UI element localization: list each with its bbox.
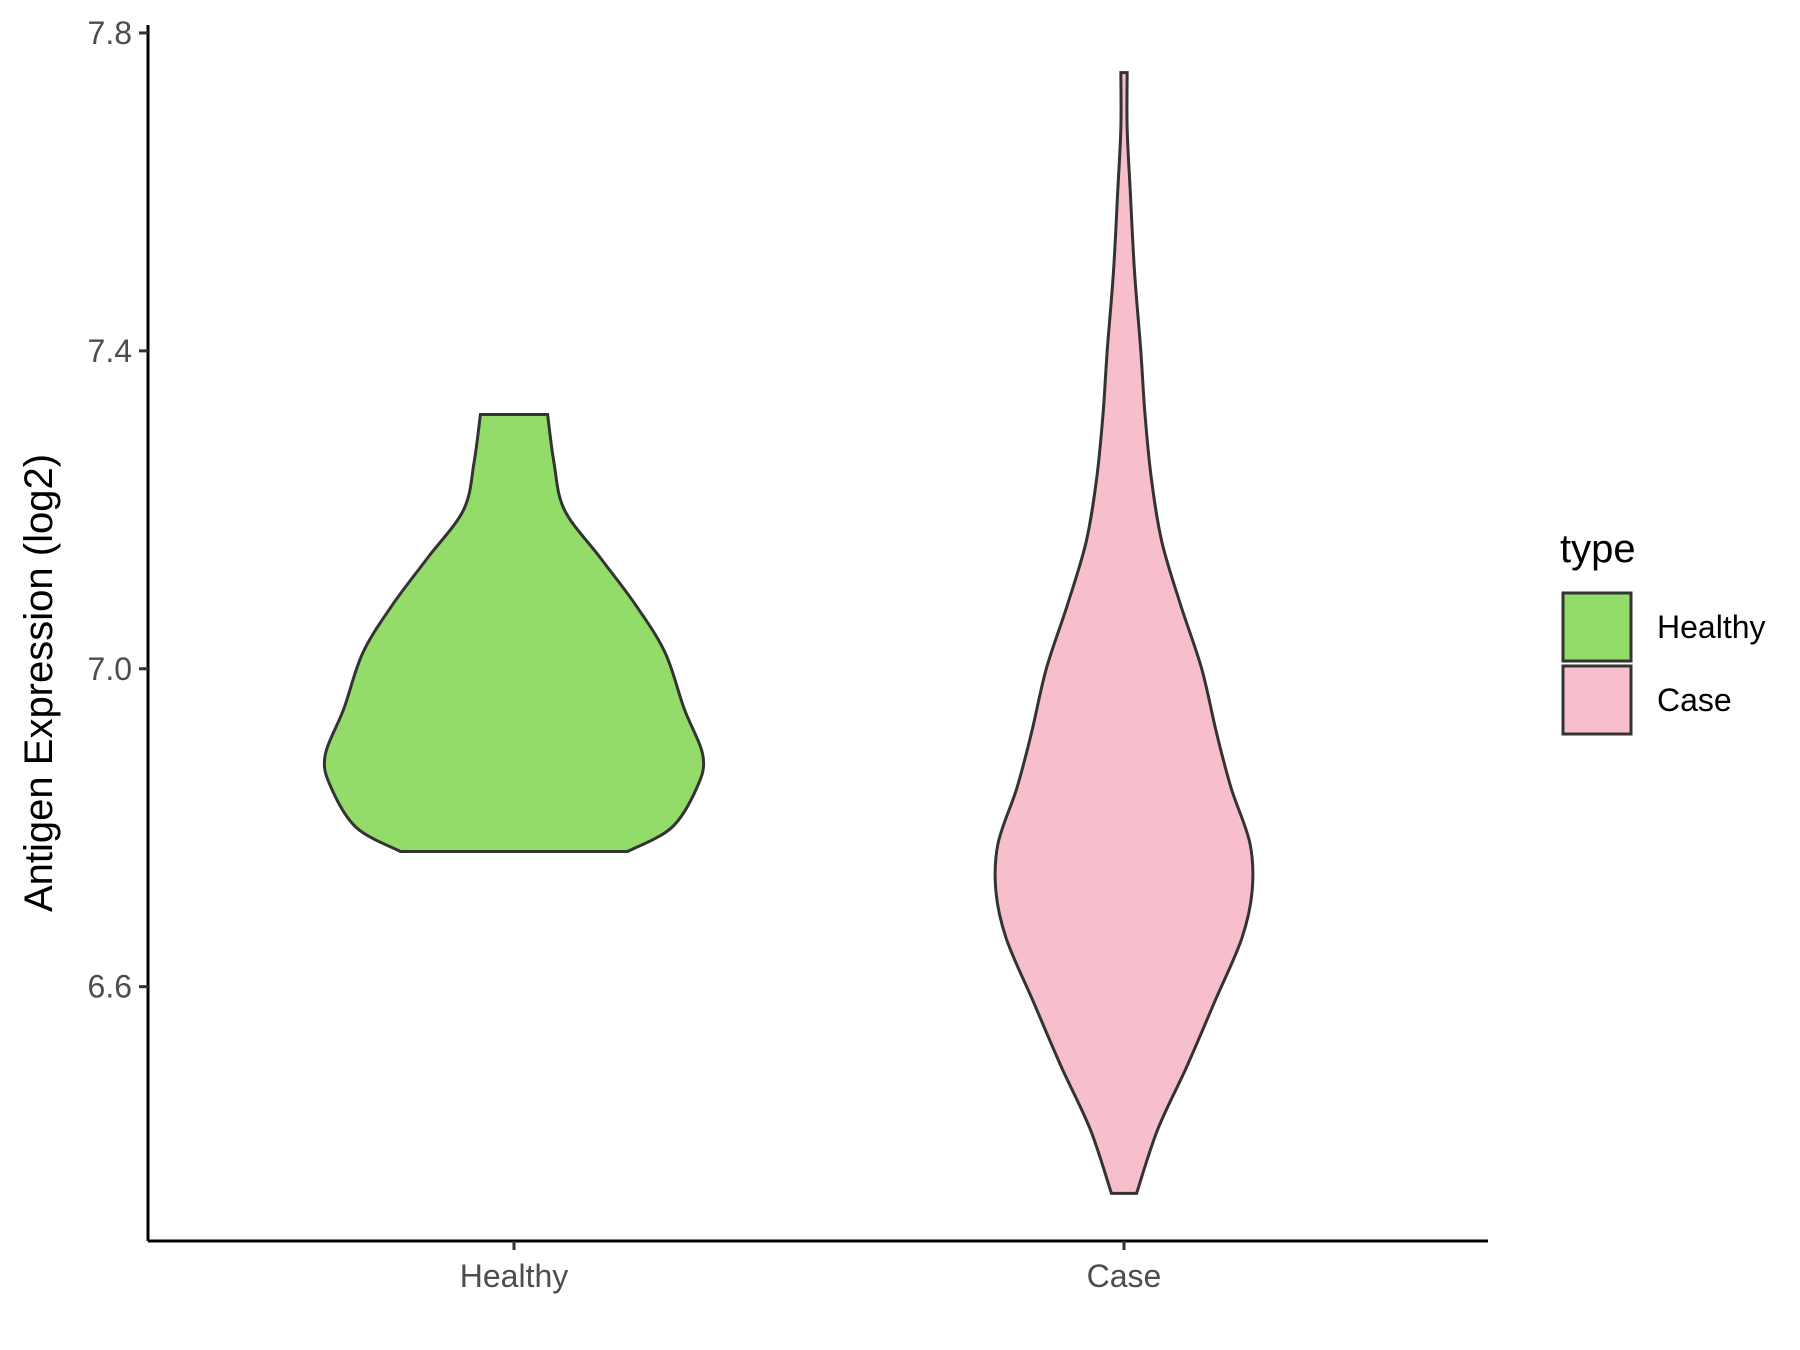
legend-key-case [1561,664,1633,736]
x-tick-label: Healthy [460,1258,569,1294]
y-tick-label: 6.6 [88,969,132,1005]
violin-healthy [322,412,706,854]
y-axis-title: Antigen Expression (log2) [17,454,61,912]
axes-layer: 6.6 7.0 7.4 7.8 Healthy Case [88,15,1488,1294]
x-tick-label: Case [1087,1258,1162,1294]
violin-layer [322,71,1255,1195]
legend: type Healthy Case [1560,527,1766,736]
legend-label-healthy: Healthy [1657,609,1766,645]
legend-label-case: Case [1657,682,1732,718]
legend-key-healthy [1561,591,1633,663]
y-tick-label: 7.8 [88,15,132,51]
legend-title: type [1560,527,1636,571]
y-tick-label: 7.0 [88,651,132,687]
y-tick-label: 7.4 [88,333,132,369]
violin-case [993,71,1255,1195]
